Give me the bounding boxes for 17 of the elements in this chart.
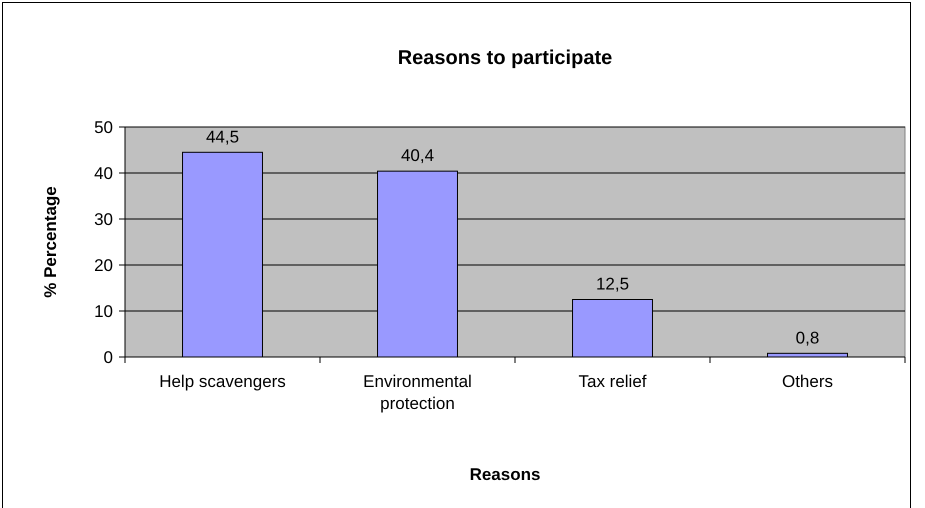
x-tick-label: Tax relief — [578, 372, 647, 391]
chart-title: Reasons to participate — [398, 47, 612, 69]
y-axis-title: % Percentage — [41, 186, 60, 298]
y-tick-label: 30 — [94, 210, 113, 229]
data-label: 0,8 — [796, 328, 820, 348]
x-axis-title: Reasons — [470, 465, 540, 484]
data-label: 44,5 — [206, 127, 240, 146]
y-tick-label: 10 — [94, 302, 113, 321]
x-tick-label: Others — [782, 372, 834, 391]
y-tick-label: 0 — [104, 348, 113, 367]
data-label: 12,5 — [596, 274, 630, 294]
y-tick-label: 20 — [94, 256, 113, 275]
y-tick-label: 50 — [94, 118, 113, 137]
x-tick-label: Help scavengers — [159, 372, 286, 391]
x-tick-label: Environmental protection — [363, 372, 472, 413]
data-label: 40,4 — [400, 146, 434, 166]
y-tick-label: 40 — [94, 164, 113, 183]
